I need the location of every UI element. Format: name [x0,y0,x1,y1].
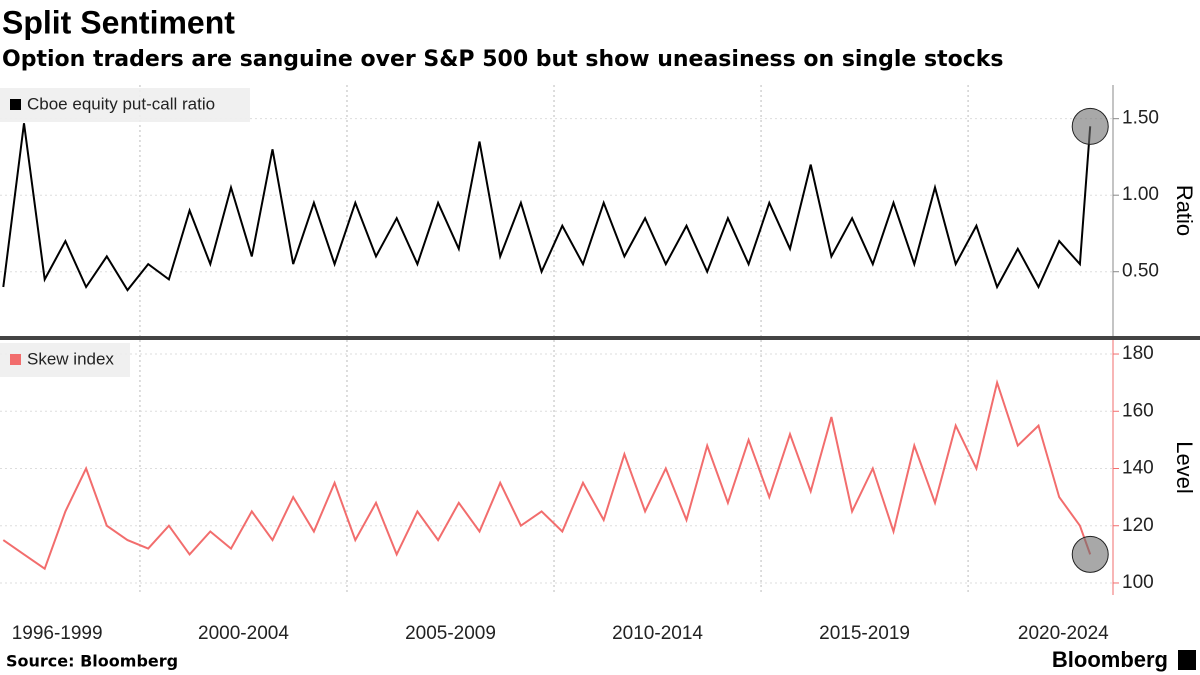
source-note: Source: Bloomberg [6,652,178,671]
logo: Bloomberg [1052,647,1168,672]
highlight-circle [1071,107,1109,145]
y-tick-label: 180 [1122,343,1154,364]
legend-box [0,343,130,377]
y-tick-label: 120 [1122,515,1154,536]
legend-box [0,88,250,122]
legend-swatch [10,354,21,365]
y-tick-label: 0.50 [1122,261,1159,282]
y-tick-label: 160 [1122,400,1154,421]
logo-icon [1178,650,1196,670]
y-tick-label: 1.00 [1122,184,1159,205]
highlight-circle [1071,535,1109,573]
y-tick-label: 100 [1122,572,1154,593]
chart-subtitle: Option traders are sanguine over S&P 500… [2,47,1003,72]
y-axis-title: Ratio [1172,185,1197,236]
y-tick-label: 1.50 [1122,108,1159,129]
data-line [2,378,1092,571]
x-tick-label: 2000-2004 [198,623,289,644]
x-tick-label: 2005-2009 [405,623,496,644]
x-tick-label: 1996-1999 [12,623,103,644]
x-tick-label: 2010-2014 [612,623,703,644]
legend-swatch [10,99,21,110]
chart-title: Split Sentiment [2,4,235,40]
legend-label: Skew index [27,349,114,368]
legend-label: Cboe equity put-call ratio [27,94,215,113]
panel-divider [0,336,1200,340]
x-tick-label: 2020-2024 [1018,623,1109,644]
y-tick-label: 140 [1122,458,1154,479]
y-axis-title: Level [1172,441,1197,494]
x-tick-label: 2015-2019 [819,623,910,644]
data-line [2,123,1092,292]
